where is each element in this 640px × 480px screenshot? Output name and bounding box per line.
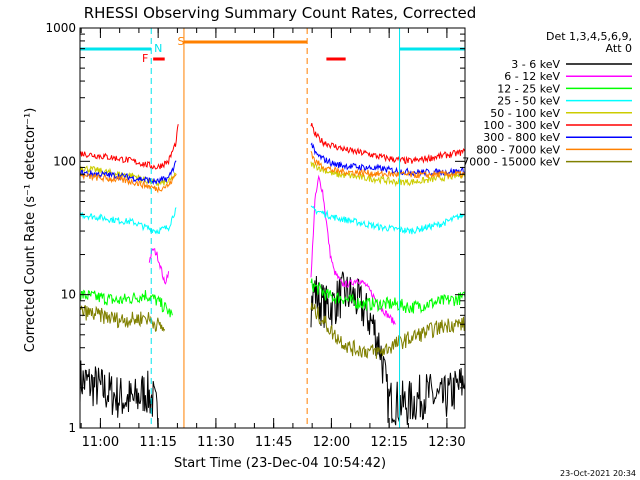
series-line-800to7000kev-post xyxy=(310,150,466,180)
legend-label: 6 - 12 keV xyxy=(504,70,560,83)
x-tick-label: 12:15 xyxy=(370,435,407,450)
x-tick-label: 11:45 xyxy=(255,435,292,450)
series-line-100to300kev-post xyxy=(310,122,466,165)
series-line-3to6kev-post xyxy=(310,271,466,426)
series-line-7000to15000kev-post xyxy=(310,302,466,359)
y-tick-label: 100 xyxy=(53,154,76,168)
legend-label: 12 - 25 keV xyxy=(497,82,560,95)
footer-timestamp: 23-Oct-2021 20:34 xyxy=(560,469,636,478)
x-tick-label: 11:15 xyxy=(139,435,176,450)
flag-label-s: S xyxy=(177,35,184,48)
legend-label: 800 - 7000 keV xyxy=(476,143,560,156)
series-line-800to7000kev-pre xyxy=(79,172,177,194)
legend-label: 100 - 300 keV xyxy=(483,119,560,132)
x-tick-label: 11:30 xyxy=(197,435,234,450)
x-tick-label: 11:00 xyxy=(82,435,119,450)
y-axis-label: Corrected Count Rate (s⁻¹ detector⁻¹) xyxy=(23,108,38,353)
series-line-50to100kev-pre xyxy=(79,165,177,188)
series-line-25to50kev-pre xyxy=(79,207,177,235)
legend-label: 300 - 800 keV xyxy=(483,131,560,144)
legend-label: 25 - 50 keV xyxy=(497,95,560,108)
series-line-7000to15000kev-pre xyxy=(79,305,166,332)
legend-label: 50 - 100 keV xyxy=(490,107,560,120)
series-line-6to12kev-post xyxy=(310,174,396,326)
series-line-3to6kev-pre xyxy=(79,360,161,429)
series-line-12to25kev-post xyxy=(310,278,466,314)
legend-label: 7000 - 15000 keV xyxy=(462,156,560,169)
chart-title: RHESSI Observing Summary Count Rates, Co… xyxy=(84,4,477,22)
legend-header-1: Det 1,3,4,5,6,9, xyxy=(546,30,632,43)
legend-label: 3 - 6 keV xyxy=(511,58,560,71)
x-axis-label: Start Time (23-Dec-04 10:54:42) xyxy=(174,456,386,471)
y-tick-label: 1 xyxy=(68,421,76,435)
x-tick-label: 12:30 xyxy=(428,435,465,450)
flag-label-f: F xyxy=(142,52,148,65)
legend-header-2: Att 0 xyxy=(606,42,632,55)
series-line-12to25kev-pre xyxy=(79,289,173,318)
y-tick-label: 1000 xyxy=(45,21,76,35)
x-tick-label: 12:00 xyxy=(313,435,350,450)
flag-label-n: N xyxy=(154,42,162,55)
plot-frame xyxy=(79,27,466,429)
series-line-6to12kev-pre xyxy=(148,248,170,285)
series-line-25to50kev-post xyxy=(310,205,466,235)
series-line-300to800kev-pre xyxy=(79,160,177,186)
y-tick-label: 10 xyxy=(61,288,76,302)
series-line-100to300kev-pre xyxy=(80,124,179,170)
